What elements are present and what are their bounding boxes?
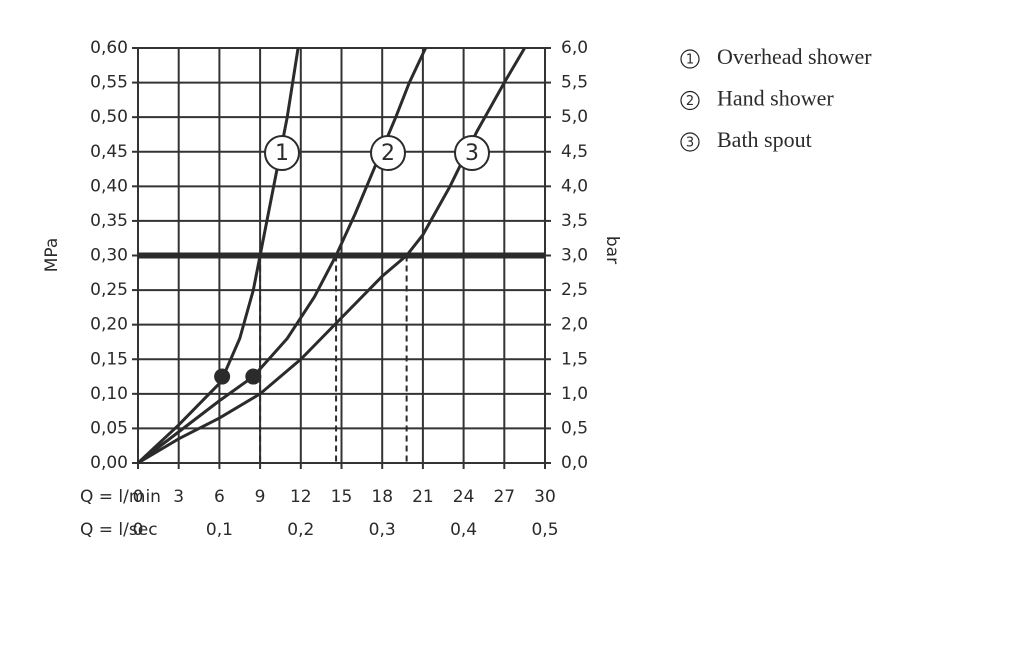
y2-tick-label: 0,0 [561,453,588,473]
x2-tick-label: 0,3 [369,520,396,540]
y-tick-label: 0,15 [90,349,128,369]
y2-tick-label: 2,0 [561,315,588,335]
y-tick-label: 0,35 [90,211,128,231]
x2-tick-label: 0 [133,520,144,540]
y2-tick-label: 1,0 [561,384,588,404]
y2-tick-label: 0,5 [561,418,588,438]
y-tick-label: 0,00 [90,453,128,473]
x-tick-label: 27 [493,487,515,507]
curve-label-circle [264,135,300,171]
y2-axis-label: bar [602,236,622,264]
legend-symbol-label: 1 [686,53,694,68]
y-tick-label: 0,20 [90,315,128,335]
curve-label: 2 [381,141,395,166]
legend-label: Bath spout [717,127,812,152]
y-tick-label: 0,30 [90,246,128,266]
x-tick-label: 12 [290,487,312,507]
x-axis-label: Q = l/min [80,487,161,507]
legend-symbol-label: 3 [686,136,694,151]
marker-dot [245,368,262,385]
y2-tick-label: 1,5 [561,349,588,369]
y2-tick-label: 6,0 [561,38,588,58]
y-tick-label: 0,50 [90,107,128,127]
y-axis-label: MPa [42,238,62,273]
y-tick-label: 0,25 [90,280,128,300]
y2-tick-label: 4,5 [561,142,588,162]
x2-tick-label: 0,4 [450,520,477,540]
y2-tick-label: 3,5 [561,211,588,231]
curve-label-circle [454,135,490,171]
y-tick-label: 0,55 [90,73,128,93]
y-tick-label: 0,10 [90,384,128,404]
curve-label: 1 [275,141,289,166]
y2-tick-label: 2,5 [561,280,588,300]
y2-tick-label: 5,5 [561,73,588,93]
y2-tick-label: 3,0 [561,246,588,266]
x-tick-label: 15 [331,487,353,507]
x-tick-label: 24 [453,487,475,507]
curve-label: 3 [465,141,479,166]
x-tick-label: 0 [133,487,144,507]
x-tick-label: 9 [255,487,266,507]
x-tick-label: 3 [173,487,184,507]
series-line [137,47,526,465]
marker-dot [214,368,231,385]
y2-tick-label: 5,0 [561,107,588,127]
y2-tick-label: 4,0 [561,176,588,196]
y-tick-label: 0,45 [90,142,128,162]
x-tick-label: 30 [534,487,556,507]
legend-symbol [680,90,700,111]
x2-tick-label: 0,1 [206,520,233,540]
x2-axis-label: Q = l/sec [80,520,158,540]
legend-label: Hand shower [717,86,834,111]
y-tick-label: 0,60 [90,38,128,58]
series-line [137,47,427,465]
y-tick-label: 0,05 [90,418,128,438]
legend-symbol [680,49,700,69]
legend-symbol-label: 2 [686,94,694,109]
y-tick-label: 0,40 [90,176,128,196]
legend-symbol [680,132,700,152]
x-tick-label: 18 [371,487,393,507]
x2-tick-label: 0,5 [531,520,558,540]
x2-tick-label: 0,2 [287,520,314,540]
x-tick-label: 6 [214,487,225,507]
legend-label: Overhead shower [717,44,872,69]
x-tick-label: 21 [412,487,434,507]
curve-label-circle [370,135,406,171]
